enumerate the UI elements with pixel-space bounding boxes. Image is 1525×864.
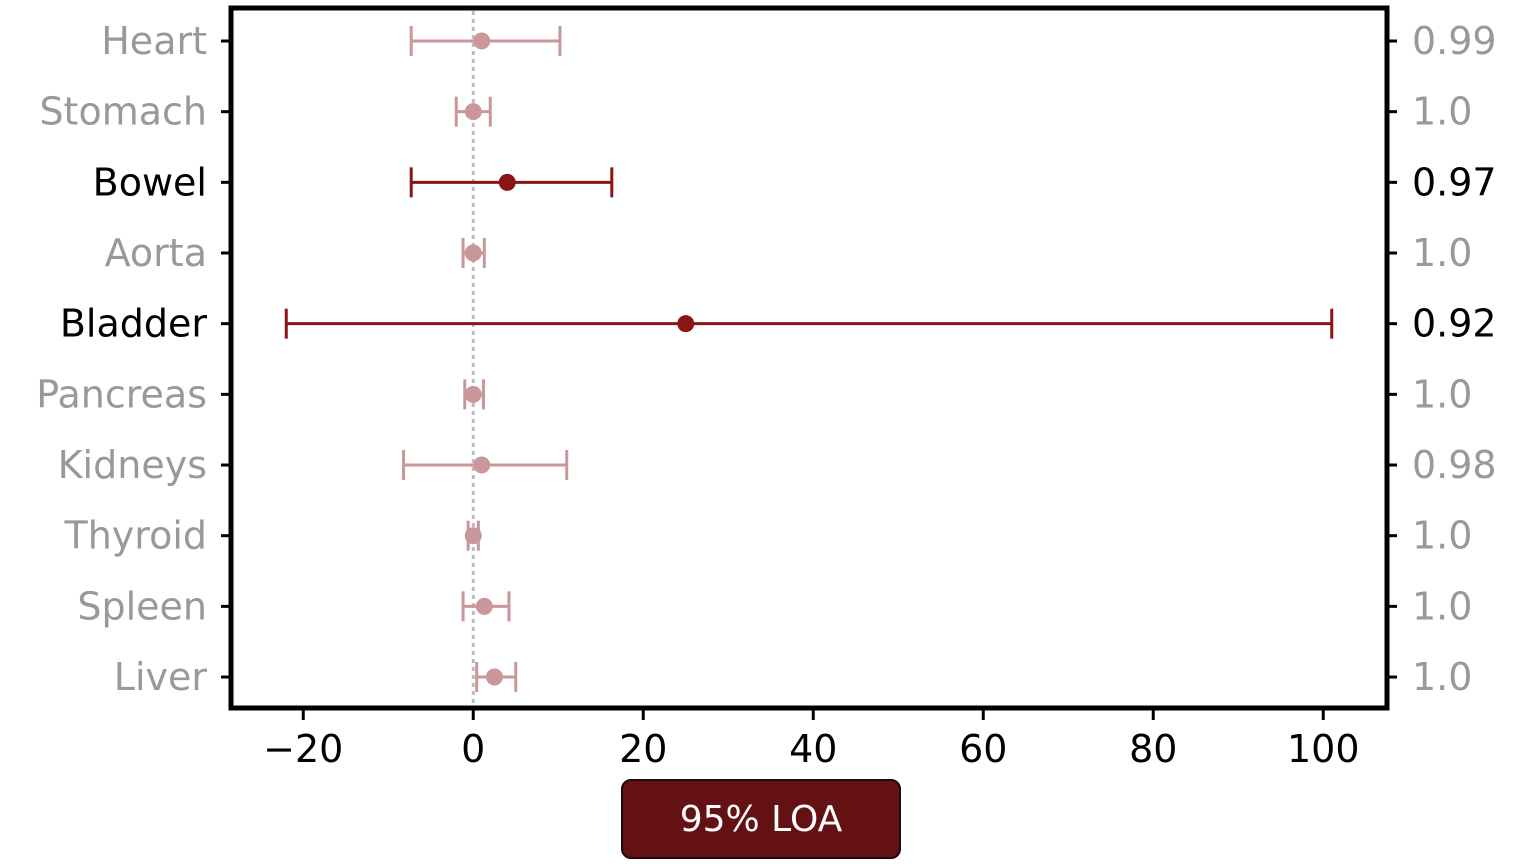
errorbar-pancreas [463,379,485,410]
mean-point-bladder [677,315,695,333]
right-label-spleen: 1.0 [1412,584,1472,628]
y-label-liver: Liver [114,655,208,699]
right-label-pancreas: 1.0 [1412,372,1472,416]
errorbar-stomach [454,96,492,127]
right-label-liver: 1.0 [1412,655,1472,699]
y-label-stomach: Stomach [39,90,207,134]
x-axis: −20 0 20 40 60 80 100 [263,708,1360,771]
y-axis-category-labels: Heart Stomach Bowel Aorta Bladder Pancreas Kid… [36,19,231,699]
mean-point-heart [473,32,491,50]
x-tick-label: 60 [959,727,1007,771]
right-label-heart: 0.99 [1412,19,1497,63]
right-label-bowel: 0.97 [1412,160,1497,204]
y-label-aorta: Aorta [105,231,207,275]
y-label-heart: Heart [101,19,207,63]
errorbar-bladder [284,308,1334,339]
x-tick-label: 40 [789,727,837,771]
mean-point-stomach [464,103,482,121]
x-tick-label: 100 [1287,727,1360,771]
plot-frame [228,5,1390,711]
x-tick-label: 80 [1129,727,1177,771]
y-label-thyroid: Thyroid [64,514,208,558]
errorbar-bowel [409,167,614,198]
y-label-bladder: Bladder [60,302,208,346]
errorbar-liver [475,662,518,693]
mean-point-liver [486,668,503,686]
right-label-kidneys: 0.98 [1412,443,1497,487]
x-tick-label: 0 [461,727,485,771]
errorbar-kidneys [402,450,569,481]
y-label-spleen: Spleen [77,584,207,628]
errorbar-spleen [461,591,511,622]
right-label-bladder: 0.92 [1412,302,1497,346]
legend-label: 95% LOA [679,798,843,840]
errorbar-heart [409,26,562,56]
errorbar-aorta [461,238,486,269]
right-label-aorta: 1.0 [1412,231,1472,275]
right-axis-value-labels: 0.99 1.0 0.97 1.0 0.92 1.0 0.98 1.0 1.0 1.0 [1387,19,1497,699]
y-label-pancreas: Pancreas [36,372,207,416]
y-label-bowel: Bowel [93,160,207,204]
errorbar-thyroid [464,520,482,551]
legend-badge: 95% LOA [621,779,901,859]
right-label-thyroid: 1.0 [1412,514,1472,558]
mean-point-bowel [498,173,516,191]
mean-point-kidneys [473,456,491,474]
mean-point-spleen [475,597,493,615]
y-label-kidneys: Kidneys [58,443,207,487]
mean-point-aorta [464,244,482,262]
chart-marks [284,26,1334,693]
mean-point-thyroid [464,527,482,545]
mean-point-pancreas [464,385,482,403]
x-tick-label: −20 [263,727,343,771]
x-tick-label: 20 [619,727,667,771]
right-label-stomach: 1.0 [1412,90,1472,134]
